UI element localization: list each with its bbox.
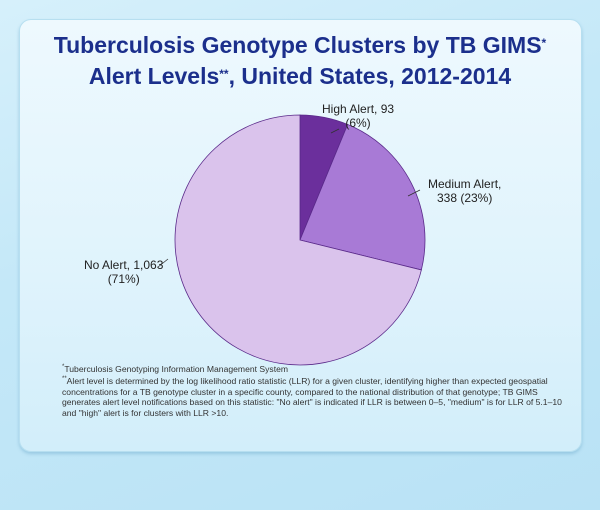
leader-line-0	[330, 128, 340, 134]
label-no-alert: No Alert, 1,063 (71%)	[84, 258, 163, 286]
title-line-1: Tuberculosis Genotype Clusters by TB GIM…	[53, 32, 542, 58]
title-footnote-mark-2: **	[219, 67, 229, 81]
label-no-alert-name: No Alert, 1,063	[84, 258, 164, 272]
label-medium-alert: Medium Alert, 338 (23%)	[428, 177, 501, 205]
chart-title: Tuberculosis Genotype Clusters by TB GIM…	[0, 30, 600, 92]
pie-slice-medium-alert	[299, 123, 426, 271]
leader-line-2	[157, 258, 169, 268]
footnote-1-text: Tuberculosis Genotyping Information Mana…	[64, 363, 289, 374]
title-line-2a: Alert Levels	[88, 63, 220, 89]
pie-slice-no-alert	[174, 114, 422, 366]
label-high-alert-pct: (6%)	[345, 116, 371, 130]
label-high-alert-name: High Alert, 93	[322, 102, 395, 116]
title-footnote-mark: *	[541, 36, 547, 50]
label-high-alert: High Alert, 93 (6%)	[322, 102, 394, 130]
label-medium-alert-name: Medium Alert,	[428, 177, 502, 191]
footnote-2: **Alert level is determined by the log l…	[62, 374, 572, 418]
footnote-1-mark: *	[62, 364, 65, 370]
footnotes: *Tuberculosis Genotyping Information Man…	[62, 362, 572, 418]
label-medium-alert-pct: 338 (23%)	[436, 191, 493, 205]
leader-line-1	[407, 189, 421, 197]
footnote-1: *Tuberculosis Genotyping Information Man…	[62, 362, 572, 374]
footnote-2-text: Alert level is determined by the log lik…	[62, 376, 562, 418]
title-line-2b: , United States, 2012-2014	[228, 63, 512, 89]
label-no-alert-pct: (71%)	[107, 272, 140, 286]
footnote-2-mark: **	[62, 376, 67, 383]
